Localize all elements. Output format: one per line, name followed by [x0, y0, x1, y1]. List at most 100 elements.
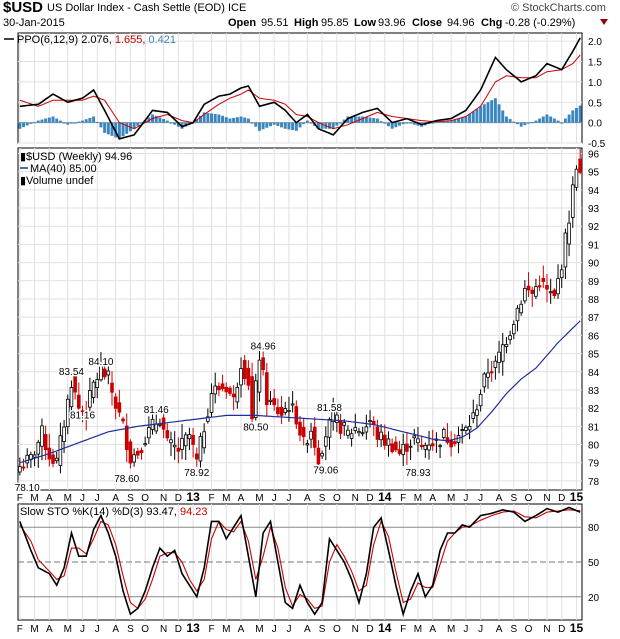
price-candle-body [113, 396, 118, 409]
ppo-histogram-bar [73, 122, 77, 124]
x-axis-label: M [414, 493, 422, 504]
ppo-histogram-bar [217, 114, 221, 123]
ppo-histogram-bar [364, 117, 368, 123]
price-candle-body [353, 427, 358, 431]
x-axis-label: F [17, 624, 23, 635]
down-arrow-icon [600, 19, 608, 25]
price-candle-body [51, 454, 55, 464]
price-legend-symbol: ▮$USD (Weekly) 94.96 [20, 151, 132, 163]
chart-header: $USD US Dollar Index - Cash Settle (EOD)… [0, 0, 620, 32]
ppo-histogram-bar [165, 120, 169, 123]
price-candle-body [213, 385, 218, 395]
price-candle-body [261, 357, 265, 371]
ppo-histogram-bar [394, 122, 398, 128]
x-axis-label: M [64, 493, 72, 504]
price-annotation: 81.46 [144, 405, 169, 416]
price-tick-label: 94 [588, 186, 600, 197]
sto-d-line [19, 509, 581, 610]
price-candle-body [482, 373, 487, 388]
ppo-histogram-bar [261, 122, 265, 130]
price-candle-body [132, 454, 136, 463]
x-axis-label: N [352, 493, 359, 504]
price-candle-body [143, 443, 147, 446]
ppo-histogram-bar [291, 122, 295, 131]
ppo-histogram-bar [556, 120, 560, 123]
ppo-histogram-bar [549, 116, 553, 123]
x-axis-label: J [478, 624, 483, 635]
price-tick-label: 95 [588, 168, 600, 179]
price-candle-body [235, 386, 240, 403]
price-candle-body [548, 291, 553, 294]
symbol-title: $USD [3, 0, 44, 16]
price-tick-label: 82 [588, 404, 600, 415]
price-candle-body [371, 420, 376, 425]
change-value: -0.28 (-0.29%) [505, 17, 576, 29]
ppo-histogram-bar [121, 122, 125, 137]
ppo-histogram-bar [44, 118, 48, 123]
open-label: Open [228, 17, 257, 29]
price-candle-body [335, 414, 339, 423]
price-candle-body [301, 427, 306, 438]
x-axis-label: A [304, 624, 311, 635]
x-axis-label: J [95, 493, 100, 504]
price-candle-body [36, 441, 41, 455]
ppo-histogram-bar [305, 120, 309, 123]
price-candle-body [62, 426, 66, 442]
ppo-histogram-bar [471, 111, 475, 123]
ppo-histogram-bar [232, 117, 236, 123]
ppo-histogram-bar [213, 113, 217, 123]
ppo-histogram-bar [22, 122, 26, 128]
price-annotation: 79.06 [313, 466, 338, 477]
price-candle-body [21, 466, 26, 469]
x-axis-label: J [463, 624, 468, 635]
ppo-histogram-bar [280, 122, 284, 128]
price-candle-body [309, 430, 313, 440]
price-candle-body [169, 439, 173, 444]
price-candle-body [368, 420, 372, 423]
x-axis-label: N [352, 624, 359, 635]
price-annotation: 81.58 [317, 403, 342, 414]
price-candle-body [43, 434, 48, 451]
price-candle-body [312, 426, 317, 448]
price-tick-label: 90 [588, 259, 600, 270]
x-axis-label: S [127, 493, 134, 504]
instrument-name: US Dollar Index - Cash Settle (EOD) [47, 2, 225, 14]
price-candle-body [394, 441, 398, 451]
x-axis-label: D [175, 493, 182, 504]
ppo-histogram-bar [350, 116, 354, 123]
ppo-histogram-bar [287, 122, 291, 130]
ppo-histogram-bar [294, 122, 298, 131]
price-candle-body [541, 278, 546, 282]
price-candle-body [338, 419, 343, 434]
ppo-histogram-bar [457, 118, 460, 123]
price-candle-body [500, 344, 505, 362]
ppo-histogram-bar [243, 117, 247, 123]
price-tick-label: 85 [588, 350, 600, 361]
price-tick-label: 86 [588, 331, 600, 342]
x-axis-label: A [496, 493, 503, 504]
price-candle-body [91, 381, 96, 398]
x-axis-label: J [95, 624, 100, 635]
price-tick-label: 88 [588, 295, 600, 306]
ppo-histogram-bar [302, 122, 306, 124]
price-candle-body [246, 367, 251, 386]
ppo-histogram-bar [398, 122, 402, 126]
ppo-histogram-bar [66, 122, 70, 125]
price-candle-body [250, 376, 254, 420]
ppo-histogram-bar [40, 119, 44, 123]
price-candle-body [279, 406, 284, 416]
x-axis-label: N [543, 624, 550, 635]
ppo-histogram-bar [379, 121, 383, 123]
ppo-histogram-bar [99, 122, 103, 128]
price-tick-label: 79 [588, 459, 600, 470]
price-annotation: 81.16 [70, 410, 95, 421]
price-candle-body [224, 386, 229, 393]
ppo-histogram-bar [563, 118, 567, 123]
price-candle-body [478, 393, 483, 407]
price-candle-body [110, 382, 114, 393]
x-axis-label: J [80, 624, 85, 635]
ppo-histogram-bar [493, 98, 497, 123]
ppo-histogram-bar [103, 122, 107, 133]
price-candle-body [364, 426, 369, 433]
x-axis-label: J [463, 493, 468, 504]
